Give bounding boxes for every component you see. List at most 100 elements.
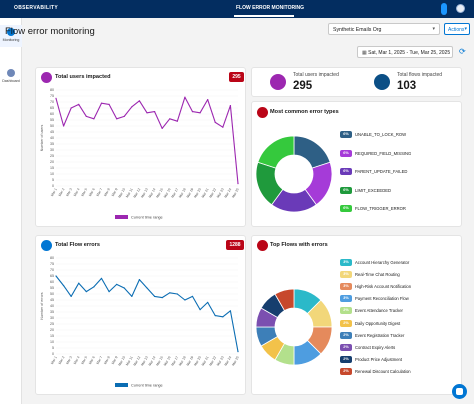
x-tick-label: Mar 23 bbox=[216, 355, 225, 366]
x-tick-label: Mar 10 bbox=[117, 187, 126, 198]
x-tick-label: Mar 20 bbox=[193, 187, 202, 198]
date-range-picker[interactable]: ▦ Sat, Mar 1, 2025 - Tue, Mar 25, 2025 bbox=[357, 46, 453, 58]
data-point bbox=[100, 102, 103, 104]
data-point bbox=[70, 295, 72, 297]
y-tick-label: 10 bbox=[50, 172, 54, 176]
data-point bbox=[108, 291, 110, 293]
data-point bbox=[131, 106, 133, 108]
legend-percent-badge: 2% bbox=[340, 319, 352, 327]
y-tick-label: 80 bbox=[50, 88, 54, 92]
x-tick-label: Mar 24 bbox=[224, 187, 233, 198]
y-tick-label: 0 bbox=[52, 184, 54, 188]
data-point bbox=[222, 316, 224, 318]
legend-item: 3% High-Risk Account Notification bbox=[340, 283, 458, 291]
y-tick-label: 55 bbox=[50, 286, 54, 290]
x-tick-label: Mar 5 bbox=[80, 355, 88, 365]
data-point bbox=[237, 351, 239, 353]
legend-label: UNABLE_TO_LOCK_ROW bbox=[355, 132, 407, 137]
x-tick-label: Mar 21 bbox=[201, 355, 210, 366]
x-tick-label: Mar 11 bbox=[125, 355, 134, 366]
users-line-chart: Number of users 0 5 10 15 20 25 30 35 40 45 50 55 60 6… bbox=[40, 88, 240, 220]
legend-percent-badge: 6% bbox=[340, 168, 352, 175]
users-icon bbox=[270, 74, 286, 90]
sidebar-item-monitoring[interactable]: Monitoring bbox=[0, 25, 22, 47]
y-tick-label: 25 bbox=[50, 322, 54, 326]
x-tick-label: Mar 6 bbox=[88, 355, 96, 365]
data-point bbox=[55, 275, 57, 277]
x-tick-label: Mar 1 bbox=[50, 187, 58, 197]
x-tick-label: Mar 21 bbox=[201, 187, 210, 198]
error-types-card: Most common error types bbox=[251, 101, 462, 227]
data-point bbox=[85, 291, 87, 293]
legend-label: LIMIT_EXCEEDED bbox=[355, 187, 392, 193]
legend-item: 6% PARENT_UPDATE_FAILED bbox=[340, 168, 458, 176]
app-tab-flow-error-monitoring[interactable]: FLOW ERROR MONITORING bbox=[236, 5, 304, 11]
org-select[interactable]: Synthetic Emails Org ▾ bbox=[328, 23, 440, 35]
y-tick-label: 70 bbox=[50, 100, 54, 104]
card-title: Total users impacted bbox=[55, 74, 111, 80]
page-title: Flow error monitoring bbox=[5, 26, 95, 37]
y-tick-label: 40 bbox=[50, 304, 54, 308]
x-tick-label: Mar 25 bbox=[231, 355, 240, 366]
x-tick-label: Mar 14 bbox=[148, 187, 157, 198]
users-icon bbox=[41, 72, 52, 83]
x-tick-label: Mar 12 bbox=[133, 355, 142, 366]
legend-item: 3% Real-Time Chat Routing bbox=[340, 271, 458, 279]
data-point bbox=[108, 103, 110, 105]
y-tick-label: 5 bbox=[52, 346, 54, 350]
warning-icon bbox=[257, 107, 268, 118]
y-tick-label: 5 bbox=[52, 178, 54, 182]
data-point bbox=[161, 127, 163, 129]
rocket-icon[interactable] bbox=[441, 3, 447, 15]
series-line bbox=[55, 275, 239, 352]
legend-label: Current time range bbox=[131, 216, 163, 220]
y-axis-label: Number of users bbox=[40, 125, 44, 152]
x-tick-label: Mar 4 bbox=[73, 187, 81, 197]
legend-percent-badge: 3% bbox=[340, 283, 352, 291]
y-tick-label: 10 bbox=[50, 340, 54, 344]
legend-item: 2% Daily Opportunity Digest bbox=[340, 319, 458, 328]
sidebar-item-dashboard[interactable]: Dashboard bbox=[0, 66, 22, 88]
data-point bbox=[229, 105, 232, 107]
error-types-donut-chart bbox=[255, 135, 333, 213]
y-tick-label: 15 bbox=[50, 334, 54, 338]
data-point bbox=[237, 183, 239, 185]
x-tick-label: Mar 2 bbox=[58, 187, 66, 197]
x-tick-label: Mar 23 bbox=[216, 187, 225, 198]
legend-swatch bbox=[115, 215, 128, 219]
refresh-icon[interactable]: ⟳ bbox=[459, 47, 466, 56]
sidebar-item-label: Monitoring bbox=[2, 38, 20, 42]
brand-name: OBSERVABILITY bbox=[14, 5, 58, 11]
pie-slice bbox=[257, 135, 295, 169]
data-point bbox=[116, 283, 118, 285]
legend-label: PARENT_UPDATE_FAILED bbox=[355, 169, 408, 174]
data-point bbox=[100, 277, 103, 279]
x-tick-label: Mar 20 bbox=[193, 355, 202, 366]
y-tick-label: 25 bbox=[50, 154, 54, 158]
x-tick-label: Mar 3 bbox=[65, 187, 73, 197]
data-point bbox=[214, 315, 216, 317]
user-avatar[interactable] bbox=[456, 4, 465, 13]
dashboard-icon bbox=[7, 69, 15, 77]
x-tick-label: Mar 12 bbox=[133, 187, 142, 198]
data-point bbox=[176, 293, 178, 295]
actions-button[interactable]: Actions ▾ bbox=[444, 23, 470, 35]
legend-label: Current time range bbox=[131, 384, 163, 388]
pie-slice bbox=[274, 288, 295, 312]
legend-item: 2% Contract Expiry Alerts bbox=[340, 343, 458, 352]
calendar-icon: ▦ bbox=[362, 50, 369, 56]
x-tick-label: Mar 15 bbox=[155, 187, 164, 198]
x-tick-label: Mar 14 bbox=[148, 355, 157, 366]
sidebar: Monitoring Dashboard bbox=[0, 18, 22, 404]
flows-icon bbox=[374, 74, 390, 90]
warning-icon bbox=[257, 240, 268, 251]
data-point bbox=[161, 297, 163, 299]
data-point bbox=[199, 112, 201, 114]
legend-percent-badge: 2% bbox=[340, 307, 352, 315]
x-tick-label: Mar 1 bbox=[50, 355, 58, 365]
legend-label: Daily Opportunity Digest bbox=[355, 320, 401, 326]
x-tick-label: Mar 15 bbox=[155, 355, 164, 366]
legend-percent-badge: 6% bbox=[340, 131, 352, 138]
data-point bbox=[207, 301, 209, 303]
y-tick-label: 70 bbox=[50, 268, 54, 272]
